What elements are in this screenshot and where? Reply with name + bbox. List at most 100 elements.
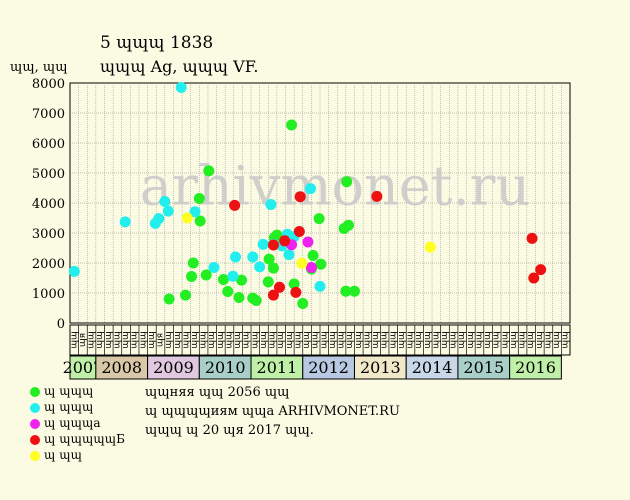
data-point bbox=[153, 213, 165, 225]
data-point bbox=[273, 281, 285, 293]
month-tick-label: ɰɰ bbox=[216, 331, 226, 349]
data-point bbox=[297, 298, 309, 309]
y-tick-label: 5000 bbox=[32, 167, 65, 182]
month-tick-label: ɰɰ bbox=[500, 331, 510, 349]
y-tick-label: 1000 bbox=[32, 287, 65, 302]
data-point bbox=[535, 264, 547, 276]
data-point bbox=[254, 261, 266, 273]
month-tick-label: ɰɰ bbox=[431, 331, 441, 349]
year-label: 2011 bbox=[257, 358, 298, 377]
year-label: 2010 bbox=[205, 358, 246, 377]
data-point bbox=[187, 257, 199, 269]
month-tick-label: ɰɰ bbox=[388, 331, 398, 349]
data-point bbox=[340, 285, 352, 297]
y-tick-label: 3000 bbox=[32, 227, 65, 242]
month-tick-label: ɰɰ bbox=[233, 331, 243, 349]
note-line-2: ɰ ɰɰɰɰиям ɰɰа ARHIVMONET.RU bbox=[145, 404, 400, 419]
data-point bbox=[222, 286, 234, 297]
month-tick-label: ɰɰ bbox=[362, 331, 372, 349]
month-tick-label: ɰɰ bbox=[293, 331, 303, 349]
data-point bbox=[247, 251, 259, 263]
year-label: 2012 bbox=[308, 358, 349, 377]
month-tick-label: ɰɰ bbox=[181, 331, 191, 349]
data-point bbox=[175, 82, 187, 93]
data-point bbox=[263, 253, 275, 265]
note-line-1: ɰɰняя ɰɰ 2056 ɰɰ bbox=[145, 385, 290, 400]
y-tick-label: 0 bbox=[57, 317, 65, 332]
data-point bbox=[267, 239, 279, 251]
data-point bbox=[267, 262, 279, 274]
data-point bbox=[186, 271, 198, 282]
data-point bbox=[119, 216, 131, 228]
legend-marker bbox=[30, 450, 40, 461]
data-point bbox=[279, 235, 291, 247]
month-tick-label: ɰɰ bbox=[552, 331, 562, 349]
data-point bbox=[180, 289, 192, 301]
data-point bbox=[305, 262, 317, 273]
data-point bbox=[162, 205, 174, 217]
year-label: 2016 bbox=[515, 358, 556, 377]
month-tick-label: ɰɰ bbox=[535, 331, 545, 349]
month-tick-label: ɰя bbox=[156, 333, 166, 347]
data-point bbox=[371, 190, 383, 202]
data-point bbox=[305, 183, 317, 195]
month-tick-label: ɰɰ bbox=[242, 331, 252, 349]
data-point bbox=[348, 285, 360, 297]
data-point bbox=[181, 212, 193, 224]
month-tick-label: ɰɰ bbox=[561, 331, 571, 349]
data-point bbox=[262, 276, 274, 288]
data-point bbox=[526, 232, 538, 244]
chart-title: 5 ɰɰɰ 1838 bbox=[100, 33, 214, 53]
month-tick-label: ɰɰ bbox=[164, 331, 174, 349]
data-point bbox=[302, 236, 314, 248]
month-tick-label: ɰɰ bbox=[69, 331, 79, 349]
data-point bbox=[189, 206, 201, 218]
month-tick-label: ɰɰ bbox=[440, 331, 450, 349]
month-tick-label: ɰɰ bbox=[199, 331, 209, 349]
data-point bbox=[286, 119, 298, 131]
legend-item: ɰ ɰɰɰа bbox=[30, 415, 100, 431]
legend-item: ɰ ɰɰ bbox=[30, 447, 82, 463]
data-point bbox=[193, 193, 205, 204]
month-tick-label: ɰɰ bbox=[276, 331, 286, 349]
month-tick-label: ɰɰ bbox=[406, 331, 416, 349]
legend-item: ɰ ɰɰɰɰɰБ bbox=[30, 431, 125, 447]
month-tick-label: ɰɰ bbox=[543, 331, 553, 349]
month-tick-label: ɰɰ bbox=[380, 331, 390, 349]
y-tick-label: 6000 bbox=[32, 137, 65, 152]
month-tick-label: ɰɰ bbox=[190, 331, 200, 349]
data-point bbox=[208, 262, 220, 273]
data-point bbox=[265, 199, 277, 210]
data-point bbox=[203, 165, 215, 177]
legend-item: ɰ ɰɰɰ bbox=[30, 399, 93, 415]
data-point bbox=[217, 274, 229, 285]
month-tick-label: ɰɰ bbox=[414, 331, 424, 349]
year-label: 2015 bbox=[463, 358, 504, 377]
month-tick-label: ɰɰ bbox=[104, 331, 114, 349]
data-point bbox=[283, 249, 295, 261]
legend-label: ɰ ɰɰ bbox=[44, 448, 82, 462]
data-point bbox=[233, 292, 245, 303]
data-point bbox=[194, 215, 206, 227]
data-point bbox=[257, 238, 269, 250]
data-point bbox=[200, 269, 212, 281]
month-tick-label: ɰя bbox=[78, 333, 88, 347]
legend-item: ɰ ɰɰɰ bbox=[30, 383, 93, 399]
legend-marker bbox=[30, 434, 40, 445]
month-tick-label: ɰɰ bbox=[285, 331, 295, 349]
y-tick-label: 4000 bbox=[32, 197, 65, 212]
data-point bbox=[293, 226, 305, 237]
month-tick-label: ɰɰ bbox=[268, 331, 278, 349]
month-tick-label: ɰɰ bbox=[259, 331, 269, 349]
year-label: 2007 bbox=[63, 358, 104, 377]
data-point bbox=[250, 295, 262, 306]
data-point bbox=[314, 280, 326, 292]
data-point bbox=[528, 272, 540, 284]
month-tick-label: ɰɰ bbox=[345, 331, 355, 349]
month-tick-label: ɰɰ bbox=[449, 331, 459, 349]
month-tick-label: ɰɰ bbox=[371, 331, 381, 349]
month-tick-label: ɰɰ bbox=[457, 331, 467, 349]
month-tick-label: ɰɰ bbox=[526, 331, 536, 349]
month-tick-label: ɰɰ bbox=[112, 331, 122, 349]
